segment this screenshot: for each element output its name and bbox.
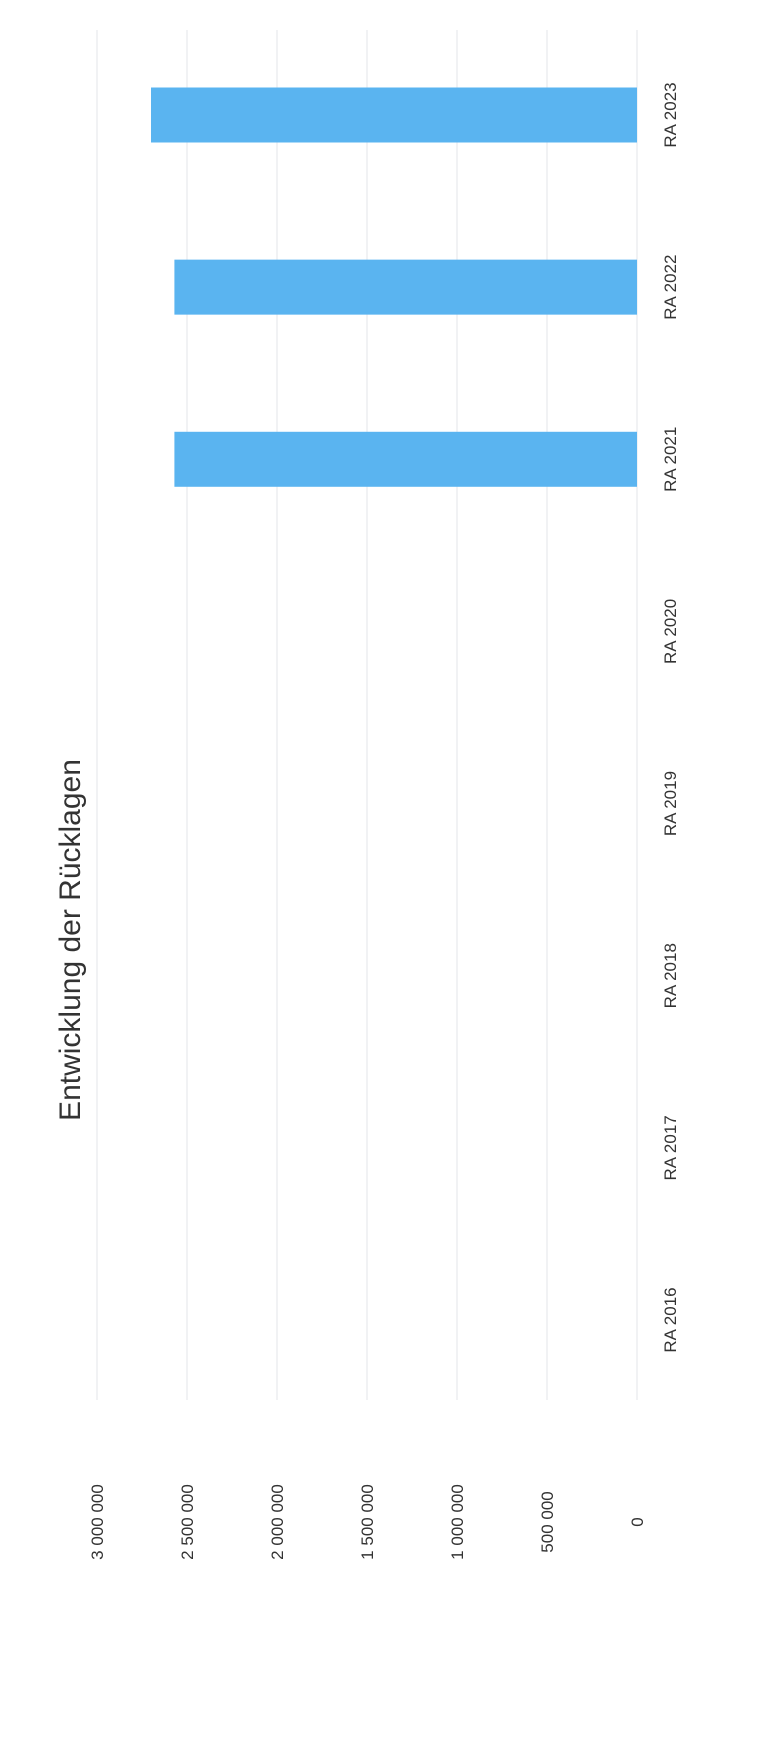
value-axis-tick-label: 3 000 000 — [88, 1484, 107, 1560]
category-axis-tick-label: RA 2021 — [661, 427, 680, 492]
category-axis-labels: RA 2016 RA 2017 RA 2018 RA 2019 RA 2020 RA 20… — [661, 82, 680, 1352]
value-axis-labels: 0 500 000 1 000 000 1 500 000 2 000 000 2 500… — [88, 1484, 647, 1560]
value-axis-tick-label: 0 — [628, 1517, 647, 1526]
bar — [174, 431, 637, 487]
bars — [151, 87, 637, 487]
value-axis-tick-label: 2 000 000 — [268, 1484, 287, 1560]
value-axis-tick-label: 1 500 000 — [358, 1484, 377, 1560]
category-axis-tick-label: RA 2017 — [661, 1115, 680, 1180]
category-axis-tick-label: RA 2016 — [661, 1287, 680, 1352]
category-axis-tick-label: RA 2020 — [661, 599, 680, 664]
category-axis-tick-label: RA 2023 — [661, 82, 680, 147]
category-axis-tick-label: RA 2018 — [661, 943, 680, 1008]
chart-title: Entwicklung der Rücklagen — [54, 759, 87, 1121]
bar — [151, 87, 637, 143]
value-axis-tick-label: 500 000 — [538, 1491, 557, 1552]
category-axis-tick-label: RA 2022 — [661, 255, 680, 320]
value-axis-tick-label: 2 500 000 — [178, 1484, 197, 1560]
bar — [174, 259, 637, 315]
value-axis-tick-label: 1 000 000 — [448, 1484, 467, 1560]
gridlines — [96, 30, 638, 1400]
category-axis-tick-label: RA 2019 — [661, 771, 680, 836]
